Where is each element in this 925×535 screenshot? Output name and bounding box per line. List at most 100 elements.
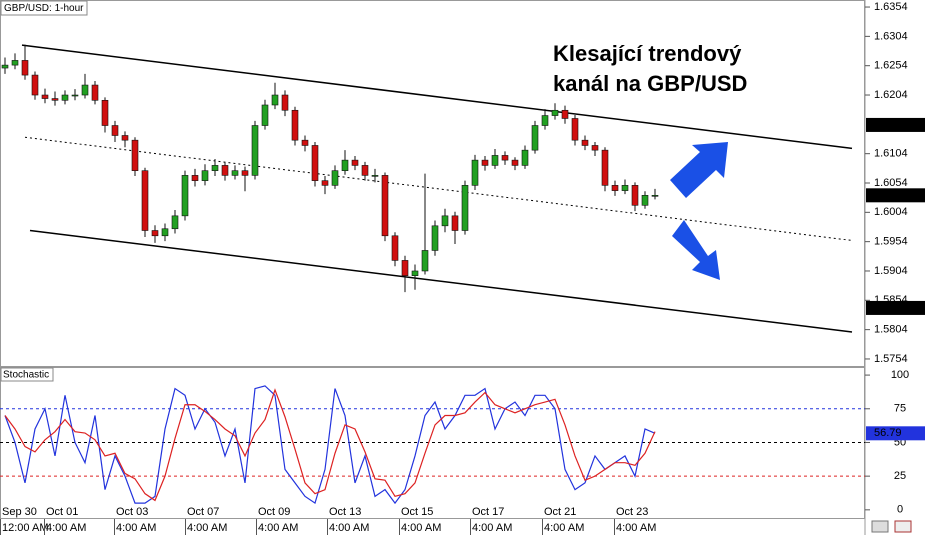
candle-body: [521, 149, 529, 166]
arrow-up: [670, 142, 728, 198]
channel-line: [21, 44, 853, 150]
x-tick-time: 4:00 AM: [46, 522, 86, 534]
candle-body: [641, 195, 649, 206]
candle-body: [561, 109, 569, 119]
x-tick-time: 4:00 AM: [401, 522, 441, 534]
price-marker-label: 1.6153: [874, 119, 908, 131]
chart-title: GBP/USD: 1-hour: [4, 3, 84, 14]
x-tick-time: 4:00 AM: [616, 522, 656, 534]
candle-body: [601, 149, 609, 186]
candle-body: [251, 125, 259, 176]
stochastic-line: [4, 388, 656, 502]
price-marker-label: 1.6033: [874, 189, 908, 201]
y-tick-label: 1.6204: [874, 89, 908, 101]
y-tick-label: 1.5904: [874, 265, 908, 277]
candle-body: [631, 185, 639, 206]
price-marker-label: 56.79: [874, 427, 902, 439]
stochastic-line: [4, 385, 656, 505]
x-tick-time: 4:00 AM: [329, 522, 369, 534]
candle-body: [1, 64, 9, 69]
candle-body: [41, 94, 49, 99]
x-tick-label: Oct 23: [616, 506, 648, 518]
y-tick-label: 1.5804: [874, 324, 908, 336]
candle-body: [291, 109, 299, 141]
annotation: Klesající trendový: [553, 41, 742, 66]
x-tick-label: Oct 07: [187, 506, 219, 518]
candle-body: [381, 175, 389, 237]
candle-body: [121, 135, 129, 141]
candle-body: [21, 60, 29, 76]
candle-body: [201, 170, 209, 181]
close-button[interactable]: [894, 520, 912, 533]
price-marker: [866, 188, 925, 203]
candle-body: [31, 74, 39, 96]
candle-body: [271, 94, 279, 106]
candle-body: [371, 175, 379, 177]
candle-body: [461, 185, 469, 231]
candle-body: [541, 115, 549, 126]
candle-body: [481, 159, 489, 166]
candle-body: [141, 170, 149, 231]
y-tick-label: 0: [897, 504, 903, 516]
candle-body: [301, 139, 309, 146]
y-tick-label: 75: [894, 403, 906, 415]
x-tick-time: 4:00 AM: [187, 522, 227, 534]
y-tick-label: 1.6004: [874, 206, 908, 218]
candle-body: [571, 118, 579, 141]
candle-body: [581, 139, 589, 146]
x-tick-label: Oct 21: [544, 506, 576, 518]
y-tick-label: 1.6304: [874, 30, 908, 42]
candle-body: [611, 185, 619, 191]
candle-body: [531, 125, 539, 151]
candle-body: [401, 260, 409, 276]
candle-body: [151, 230, 159, 237]
candle-body: [51, 98, 59, 101]
candle-body: [11, 60, 19, 66]
price-marker: [866, 426, 925, 441]
y-tick-label: 25: [894, 470, 906, 482]
candle-body: [161, 228, 169, 237]
y-tick-label: 1.5754: [874, 353, 908, 365]
candle-body: [451, 215, 459, 231]
x-tick-label: Oct 09: [258, 506, 290, 518]
x-tick-label: Oct 17: [472, 506, 504, 518]
x-tick-label: Sep 30: [2, 506, 37, 518]
candle-body: [191, 175, 199, 181]
candle-body: [421, 250, 429, 272]
price-marker: [866, 117, 925, 132]
candle-body: [491, 155, 499, 166]
price-marker-label: 1.5841: [874, 302, 908, 314]
candle-body: [61, 94, 69, 101]
x-tick-time: 12:00 AM: [2, 522, 48, 534]
candle-body: [591, 145, 599, 151]
scroll-button[interactable]: [871, 520, 889, 533]
candle-body: [111, 125, 119, 136]
x-tick-label: Oct 15: [401, 506, 433, 518]
candle-body: [501, 155, 509, 161]
x-tick-time: 4:00 AM: [116, 522, 156, 534]
x-tick-label: Oct 01: [46, 506, 78, 518]
y-tick-label: 1.6104: [874, 148, 908, 160]
candle-body: [181, 175, 189, 217]
candle-body: [441, 215, 449, 227]
candle-body: [391, 235, 399, 261]
x-tick-time: 4:00 AM: [472, 522, 512, 534]
candle-body: [231, 170, 239, 176]
arrow-down: [672, 220, 720, 280]
stochastic-title: Stochastic: [3, 370, 49, 381]
candle-body: [351, 159, 359, 166]
candle-body: [101, 99, 109, 126]
candle-body: [471, 159, 479, 186]
annotation: kanál na GBP/USD: [553, 71, 747, 96]
x-tick-label: Oct 03: [116, 506, 148, 518]
stochastic-title-box: [0, 367, 54, 382]
candle-body: [511, 159, 519, 166]
x-tick-time: 4:00 AM: [544, 522, 584, 534]
x-tick-time: 4:00 AM: [258, 522, 298, 534]
y-tick-label: 1.6354: [874, 1, 908, 13]
candle-body: [171, 215, 179, 230]
candle-body: [361, 165, 369, 176]
channel-line: [29, 229, 853, 333]
y-tick-label: 1.6254: [874, 60, 908, 72]
